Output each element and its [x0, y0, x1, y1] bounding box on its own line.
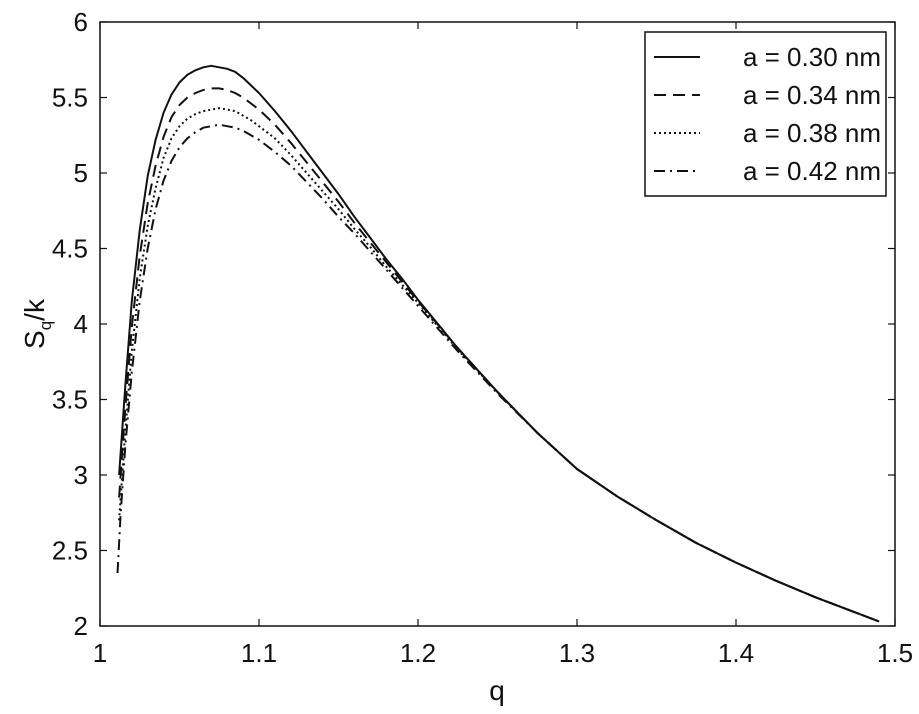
legend-label-4: a = 0.42 nm: [743, 156, 881, 186]
y-tick-label: 5: [74, 158, 88, 188]
legend-box: [644, 31, 887, 197]
y-axis-label-main: S: [19, 330, 50, 349]
y-tick-label: 2: [74, 611, 88, 641]
y-axis: 2 2.5 3 3.5 4 4.5 5 5.5 6: [52, 7, 895, 641]
y-tick-label: 5.5: [52, 83, 88, 113]
y-tick-label: 2.5: [52, 536, 88, 566]
x-tick-label: 1.3: [559, 638, 595, 668]
y-tick-label: 3: [74, 460, 88, 490]
legend-label-3: a = 0.38 nm: [743, 118, 881, 148]
legend-items: a = 0.30 nm a = 0.34 nm a = 0.38 nm a = 0.4…: [654, 42, 881, 186]
y-tick-label: 4.5: [52, 234, 88, 264]
legend-label-1: a = 0.30 nm: [743, 42, 881, 72]
x-axis-label: q: [489, 675, 505, 706]
x-tick-label: 1.2: [400, 638, 436, 668]
x-tick-label: 1.1: [241, 638, 277, 668]
x-tick-label: 1: [93, 638, 107, 668]
legend-label-2: a = 0.34 nm: [743, 80, 881, 110]
y-tick-label: 6: [74, 7, 88, 37]
series-line-4: [116, 123, 880, 623]
x-tick-label: 1.5: [877, 638, 913, 668]
y-axis-label-subscript: q: [36, 321, 55, 330]
legend: a = 0.30 nm a = 0.34 nm a = 0.38 nm a = 0.4…: [644, 31, 887, 197]
y-tick-label: 4: [74, 309, 88, 339]
series-lines: [116, 64, 880, 623]
x-tick-label: 1.4: [718, 638, 754, 668]
y-axis-label-suffix: /k: [19, 298, 50, 321]
y-tick-label: 3.5: [52, 385, 88, 415]
y-axis-label: Sq/k: [19, 298, 55, 349]
x-axis: 1 1.1 1.2 1.3 1.4 1.5: [93, 22, 913, 668]
